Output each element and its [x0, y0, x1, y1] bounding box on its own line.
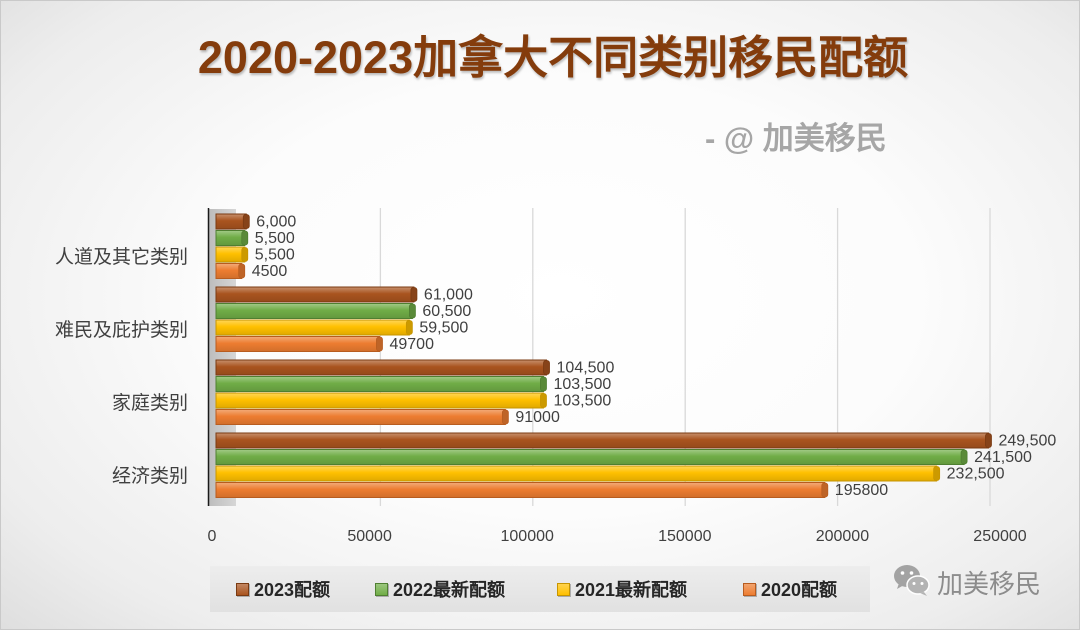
bar-2023-humanitarian — [215, 213, 247, 230]
watermark-text: 加美移民 — [937, 568, 1042, 599]
data-label-2020-economic: 195800 — [835, 482, 888, 499]
legend-label-2023: 2023配额 — [254, 580, 331, 600]
x-tick-label-100000: 100000 — [501, 528, 554, 545]
bar-end-cap-2022-economic — [960, 449, 968, 465]
category-label-humanitarian: 人道及其它类别 — [55, 246, 188, 268]
bar-2022-family — [215, 376, 544, 392]
x-tick-label-250000: 250000 — [973, 528, 1026, 545]
bar-2022-humanitarian — [215, 230, 246, 246]
data-label-2023-humanitarian: 6,000 — [256, 214, 296, 231]
bar-end-cap-2021-economic — [933, 466, 941, 481]
bar-2023-family — [215, 359, 548, 376]
data-label-2021-family: 103,500 — [553, 393, 611, 410]
data-label-2023-family: 104,500 — [557, 360, 615, 377]
legend-item-2022: 2022最新配额 — [375, 566, 505, 612]
bar-2020-family — [215, 409, 506, 425]
category-label-refugee: 难民及庇护类别 — [55, 319, 188, 341]
bar-2022-economic — [215, 449, 965, 465]
data-label-2020-family: 91000 — [515, 409, 560, 426]
category-label-family: 家庭类别 — [112, 392, 188, 414]
bar-end-cap-2021-refugee — [405, 320, 413, 335]
x-tick-label-0: 0 — [208, 528, 217, 545]
bar-2021-family — [215, 392, 544, 409]
category-label-economic: 经济类别 — [112, 465, 188, 487]
bar-end-cap-2022-humanitarian — [241, 230, 249, 246]
watermark: 加美移民 — [893, 562, 1041, 602]
bar-end-cap-2020-economic — [821, 482, 829, 498]
legend-swatch-2021 — [557, 582, 570, 596]
data-label-2021-economic: 232,500 — [947, 466, 1005, 483]
legend-swatch-2020 — [743, 582, 756, 596]
data-label-2020-humanitarian: 4500 — [252, 263, 288, 280]
data-label-2022-humanitarian: 5,500 — [255, 230, 295, 247]
bar-2020-humanitarian — [215, 263, 243, 279]
data-label-2022-family: 103,500 — [553, 376, 611, 393]
data-label-2022-economic: 241,500 — [974, 449, 1032, 466]
legend: 2023配额 2022最新配额 2021最新配额 2020配额 — [210, 566, 870, 612]
data-label-2022-refugee: 60,500 — [422, 303, 471, 320]
legend-label-2020: 2020配额 — [761, 580, 838, 600]
legend-swatch-2022 — [375, 582, 388, 596]
bar-2023-economic — [215, 432, 989, 449]
legend-label-2022: 2022最新配额 — [393, 580, 506, 600]
chart-labels: 0 50000 100000 150000 200000 250000 人道及其它类别 6,0… — [55, 214, 1056, 546]
data-label-2021-refugee: 59,500 — [419, 320, 468, 337]
bar-2022-refugee — [215, 303, 413, 319]
legend-item-2023: 2023配额 — [236, 566, 330, 612]
bar-end-cap-2022-refugee — [409, 303, 416, 319]
bars — [215, 213, 992, 498]
data-label-2023-economic: 249,500 — [998, 433, 1056, 450]
bar-2020-refugee — [215, 336, 380, 352]
bar-end-cap-2021-family — [540, 393, 547, 408]
legend-label-2021: 2021最新配额 — [575, 580, 688, 600]
bar-2021-refugee — [215, 319, 410, 336]
x-tick-label-150000: 150000 — [658, 528, 711, 545]
legend-item-2020: 2020配额 — [743, 566, 837, 612]
wechat-icon — [893, 562, 931, 603]
bar-end-cap-2023-refugee — [410, 287, 418, 302]
bar-end-cap-2022-family — [540, 376, 547, 392]
bar-2020-economic — [215, 482, 826, 498]
data-label-2020-refugee: 49700 — [389, 336, 434, 353]
chart-title: 2020-2023加拿大不同类别移民配额 — [197, 32, 909, 83]
legend-swatch-2023 — [236, 582, 249, 596]
x-tick-label-200000: 200000 — [816, 528, 869, 545]
bar-end-cap-2020-family — [501, 409, 509, 425]
bar-2023-refugee — [215, 286, 415, 303]
chart-subtitle: - @ 加美移民 — [705, 121, 887, 156]
data-label-2021-humanitarian: 5,500 — [255, 247, 295, 264]
bar-end-cap-2020-refugee — [376, 336, 383, 352]
legend-item-2021: 2021最新配额 — [557, 566, 687, 612]
bar-2021-humanitarian — [215, 246, 246, 263]
bar-end-cap-2023-humanitarian — [242, 214, 250, 229]
bar-end-cap-2020-humanitarian — [238, 263, 246, 279]
bar-end-cap-2023-economic — [985, 433, 992, 448]
data-label-2023-refugee: 61,000 — [424, 287, 473, 304]
bar-end-cap-2023-family — [543, 360, 550, 375]
bar-2021-economic — [215, 465, 938, 482]
bar-end-cap-2021-humanitarian — [241, 247, 249, 262]
x-tick-label-50000: 50000 — [347, 528, 392, 545]
